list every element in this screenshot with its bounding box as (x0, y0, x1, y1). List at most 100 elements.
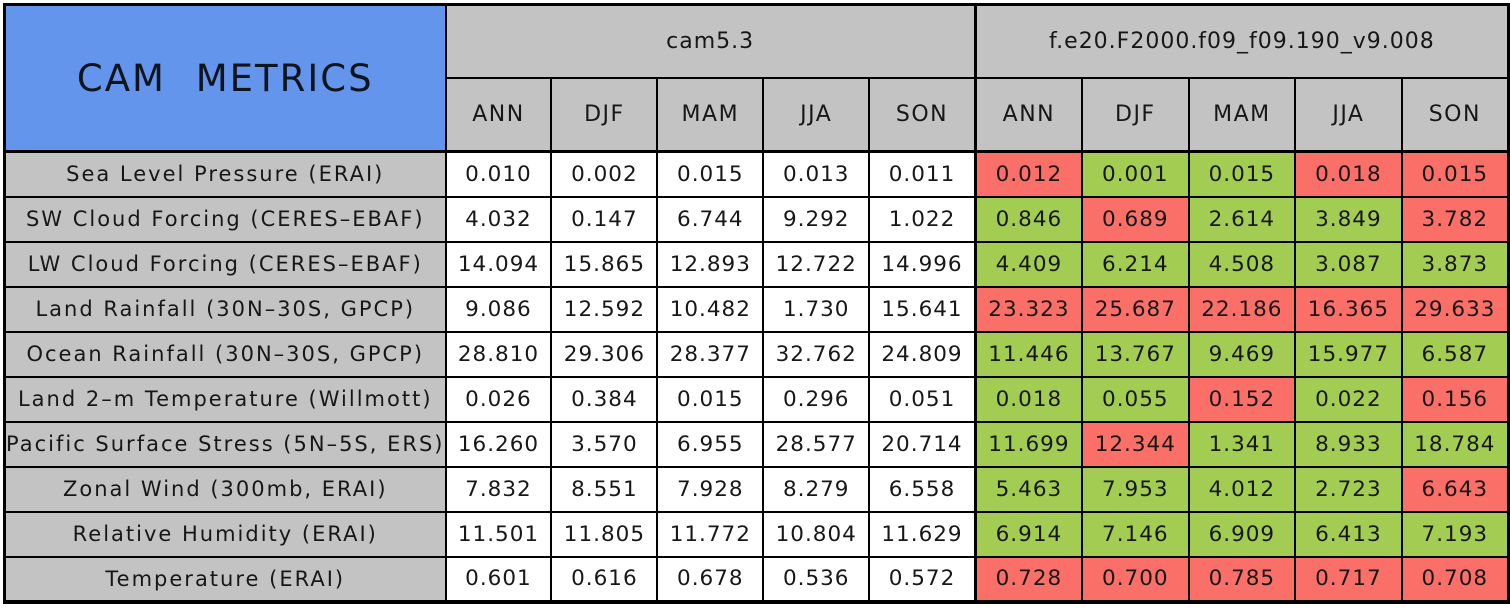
cam53-value-cell: 28.810 (444, 330, 553, 378)
table-title-cell: CAM METRICS (3, 3, 447, 153)
cam53-value-cell: 1.022 (868, 195, 977, 243)
fe20-value-cell-worse: 0.015 (1400, 150, 1510, 198)
metric-row: Zonal Wind (300mb, ERAI) 7.832 8.551 7.928 8… (3, 465, 1510, 513)
cam53-value-cell: 28.577 (762, 420, 871, 468)
fe20-value-cell-better: 0.001 (1081, 150, 1190, 198)
cam53-value-cell: 16.260 (444, 420, 553, 468)
cam53-value-cell: 32.762 (762, 330, 871, 378)
cam53-value-cell: 10.482 (656, 285, 765, 333)
cam53-value-cell: 0.678 (656, 555, 765, 603)
fe20-value-cell-better: 6.587 (1400, 330, 1510, 378)
fe20-value-cell-better: 7.953 (1081, 465, 1190, 513)
cam53-value-cell: 0.013 (762, 150, 871, 198)
cam53-value-cell: 15.641 (868, 285, 977, 333)
fe20-value-cell-better: 6.214 (1081, 240, 1190, 288)
fe20-value-cell-worse: 0.156 (1400, 375, 1510, 423)
fe20-value-cell-better: 3.873 (1400, 240, 1510, 288)
fe20-value-cell-worse: 12.344 (1081, 420, 1190, 468)
cam53-value-cell: 0.601 (444, 555, 553, 603)
cam53-value-cell: 6.955 (656, 420, 765, 468)
cam53-value-cell: 0.015 (656, 150, 765, 198)
fe20-value-cell-worse: 29.633 (1400, 285, 1510, 333)
fe20-value-cell-worse: 25.687 (1081, 285, 1190, 333)
fe20-value-cell-worse: 3.782 (1400, 195, 1510, 243)
fe20-value-cell-better: 0.022 (1294, 375, 1403, 423)
fe20-value-cell-worse: 22.186 (1187, 285, 1297, 333)
cam53-value-cell: 11.805 (550, 510, 659, 558)
cam53-value-cell: 1.730 (762, 285, 871, 333)
metric-row: Relative Humidity (ERAI) 11.501 11.805 11.7… (3, 510, 1510, 558)
fe20-value-cell-better: 7.193 (1400, 510, 1510, 558)
cam53-value-cell: 0.536 (762, 555, 871, 603)
cam53-value-cell: 8.551 (550, 465, 659, 513)
fe20-value-cell-worse: 0.689 (1081, 195, 1190, 243)
cam53-value-cell: 12.592 (550, 285, 659, 333)
model-group-header-fe20: f.e20.F2000.f09_f09.190_v9.008 (973, 3, 1510, 79)
cam53-value-cell: 29.306 (550, 330, 659, 378)
cam53-value-cell: 0.296 (762, 375, 871, 423)
fe20-value-cell-worse: 0.152 (1187, 375, 1297, 423)
season-header: ANN (444, 77, 553, 153)
season-header: SON (868, 77, 977, 153)
metric-row-label: Pacific Surface Stress (5N–5S, ERS) (3, 420, 447, 468)
fe20-value-cell-better: 6.413 (1294, 510, 1403, 558)
cam53-value-cell: 9.086 (444, 285, 553, 333)
fe20-value-cell-better: 11.446 (973, 330, 1084, 378)
fe20-value-cell-better: 0.846 (973, 195, 1084, 243)
season-header: DJF (1081, 77, 1190, 153)
fe20-value-cell-better: 4.409 (973, 240, 1084, 288)
cam53-value-cell: 4.032 (444, 195, 553, 243)
fe20-value-cell-worse: 0.012 (973, 150, 1084, 198)
metric-row-label: Land 2–m Temperature (Willmott) (3, 375, 447, 423)
cam53-value-cell: 11.772 (656, 510, 765, 558)
fe20-value-cell-better: 6.909 (1187, 510, 1297, 558)
cam53-value-cell: 0.010 (444, 150, 553, 198)
metric-row: Pacific Surface Stress (5N–5S, ERS) 16.26… (3, 420, 1510, 468)
cam53-value-cell: 7.928 (656, 465, 765, 513)
fe20-value-cell-better: 9.469 (1187, 330, 1297, 378)
fe20-value-cell-better: 2.614 (1187, 195, 1297, 243)
fe20-value-cell-better: 18.784 (1400, 420, 1510, 468)
cam53-value-cell: 7.832 (444, 465, 553, 513)
cam53-value-cell: 6.558 (868, 465, 977, 513)
metric-row-label: Ocean Rainfall (30N–30S, GPCP) (3, 330, 447, 378)
metric-row: Land 2–m Temperature (Willmott) 0.026 0.38… (3, 375, 1510, 423)
metric-row-label: SW Cloud Forcing (CERES–EBAF) (3, 195, 447, 243)
fe20-value-cell-worse: 23.323 (973, 285, 1084, 333)
cam53-value-cell: 3.570 (550, 420, 659, 468)
fe20-value-cell-better: 4.012 (1187, 465, 1297, 513)
fe20-value-cell-better: 4.508 (1187, 240, 1297, 288)
cam53-value-cell: 15.865 (550, 240, 659, 288)
cam53-value-cell: 0.616 (550, 555, 659, 603)
cam53-value-cell: 14.996 (868, 240, 977, 288)
season-header: DJF (550, 77, 659, 153)
season-header: ANN (973, 77, 1084, 153)
fe20-value-cell-better: 3.087 (1294, 240, 1403, 288)
cam53-value-cell: 6.744 (656, 195, 765, 243)
fe20-value-cell-better: 3.849 (1294, 195, 1403, 243)
fe20-value-cell-better: 2.723 (1294, 465, 1403, 513)
season-header: SON (1400, 77, 1510, 153)
metric-row: Land Rainfall (30N–30S, GPCP) 9.086 12.592… (3, 285, 1510, 333)
cam53-value-cell: 24.809 (868, 330, 977, 378)
fe20-value-cell-worse: 16.365 (1294, 285, 1403, 333)
season-header: MAM (656, 77, 765, 153)
fe20-value-cell-better: 8.933 (1294, 420, 1403, 468)
cam53-value-cell: 9.292 (762, 195, 871, 243)
fe20-value-cell-better: 1.341 (1187, 420, 1297, 468)
cam53-value-cell: 0.572 (868, 555, 977, 603)
metric-row-label: Land Rainfall (30N–30S, GPCP) (3, 285, 447, 333)
metric-row-label: Temperature (ERAI) (3, 555, 447, 603)
metric-row-label: Relative Humidity (ERAI) (3, 510, 447, 558)
cam53-value-cell: 0.147 (550, 195, 659, 243)
fe20-value-cell-better: 0.055 (1081, 375, 1190, 423)
cam53-value-cell: 12.722 (762, 240, 871, 288)
cam53-value-cell: 10.804 (762, 510, 871, 558)
cam53-value-cell: 0.015 (656, 375, 765, 423)
cam53-value-cell: 0.051 (868, 375, 977, 423)
fe20-value-cell-worse: 0.708 (1400, 555, 1510, 603)
fe20-value-cell-worse: 0.700 (1081, 555, 1190, 603)
fe20-value-cell-worse: 0.728 (973, 555, 1084, 603)
cam53-value-cell: 0.011 (868, 150, 977, 198)
